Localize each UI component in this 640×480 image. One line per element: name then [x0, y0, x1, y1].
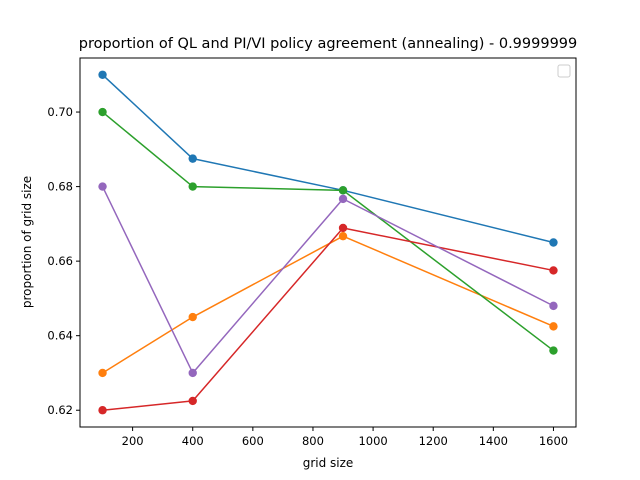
x-tick-label: 600	[242, 434, 264, 448]
plot-area	[80, 58, 576, 427]
data-point	[188, 368, 197, 378]
x-axis-label: grid size	[303, 456, 354, 470]
y-tick-label: 0.68	[47, 180, 73, 194]
y-axis-label: proportion of grid size	[20, 176, 34, 308]
legend-box	[557, 64, 571, 78]
x-tick-label: 200	[122, 434, 144, 448]
data-point	[338, 186, 348, 195]
y-tick-label: 0.62	[47, 403, 73, 417]
data-point	[98, 70, 107, 79]
chart-title: proportion of QL and PI/VI policy agreem…	[79, 36, 578, 52]
data-point	[98, 107, 107, 117]
series-line-2	[102, 235, 554, 374]
series-line-1	[102, 74, 554, 244]
data-point	[188, 312, 197, 322]
series-line-3	[102, 111, 554, 352]
data-point	[338, 194, 348, 204]
plot-frame	[79, 57, 577, 428]
data-point	[98, 368, 107, 378]
data-point	[549, 346, 558, 355]
x-tick-label: 1200	[419, 434, 448, 448]
data-point	[98, 406, 107, 415]
x-tick-label: 1600	[539, 434, 568, 448]
data-point	[549, 238, 558, 247]
data-point	[338, 223, 348, 233]
data-point	[549, 301, 558, 311]
x-tick-label: 800	[302, 434, 324, 448]
y-tick-label: 0.70	[47, 105, 73, 119]
x-tick-label: 1000	[358, 434, 387, 448]
data-point	[188, 182, 197, 191]
plot-background	[80, 58, 576, 427]
y-tick-label: 0.64	[47, 329, 73, 343]
data-point	[188, 154, 197, 163]
x-tick-label: 400	[182, 434, 204, 448]
data-point	[549, 322, 558, 331]
x-axis: 200 400 600 800 1000 1200 1400 1600	[122, 427, 568, 448]
y-axis: 0.62 0.64 0.66 0.68 0.70	[47, 105, 80, 417]
x-tick-label: 1400	[479, 434, 508, 448]
series-line-5	[101, 186, 554, 374]
data-point	[188, 396, 197, 406]
series-line-4	[102, 227, 554, 411]
series-layer	[98, 70, 558, 415]
y-tick-label: 0.66	[47, 254, 73, 268]
data-point	[338, 231, 348, 241]
data-point	[549, 266, 558, 275]
data-point	[98, 182, 107, 191]
